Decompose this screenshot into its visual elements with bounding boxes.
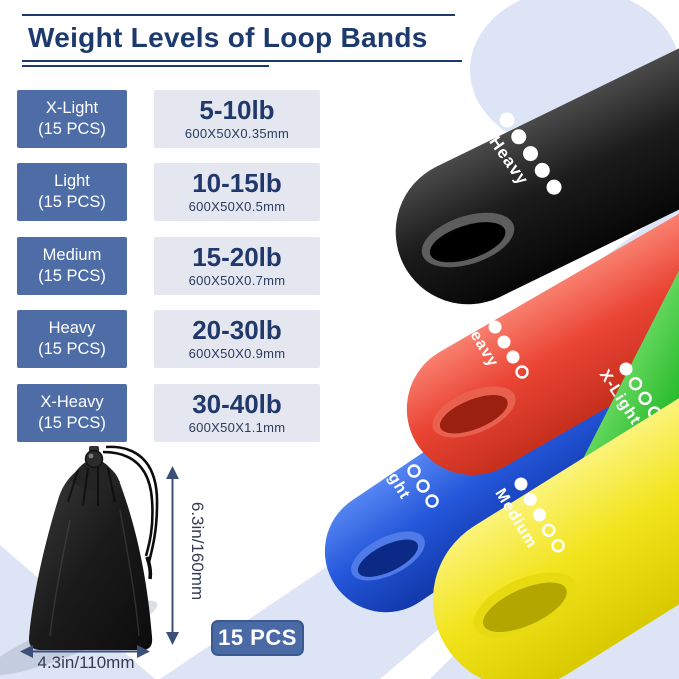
band-fold-medium (473, 572, 577, 638)
band-fold-x-heavy (421, 212, 515, 268)
bag-body (28, 463, 153, 650)
level-dot-hollow (416, 479, 430, 493)
level-dot-filled (514, 477, 528, 491)
level-dot-filled (511, 129, 527, 145)
bag-cinched-top (70, 459, 120, 491)
level-dot-filled (398, 449, 412, 463)
level-dot-filled (506, 350, 520, 364)
bag-toggle-highlight (88, 453, 94, 459)
level-dot-hollow (551, 539, 565, 553)
level-dot-hollow (425, 494, 439, 508)
level-dot-hollow (407, 464, 421, 478)
level-dot-filled (523, 492, 537, 506)
level-dot-hollow (628, 376, 643, 391)
dimension-arrows (20, 466, 179, 658)
bag-cords (102, 445, 159, 580)
level-dot-filled (619, 362, 633, 376)
level-dot-filled (479, 305, 493, 319)
level-dot-filled (546, 179, 562, 195)
level-dot-filled (533, 508, 547, 522)
level-dot-hollow (542, 523, 556, 537)
level-dot-filled (534, 162, 550, 178)
bag-sheen (49, 509, 140, 637)
band-fold-heavy (432, 386, 516, 438)
level-dot-filled (389, 434, 403, 448)
band-fold-light (351, 531, 425, 581)
level-dot-filled (499, 112, 515, 128)
bag-toggle-bead (84, 449, 104, 469)
level-dot-filled (497, 335, 511, 349)
level-dot-filled (523, 146, 539, 162)
bag-pleats (67, 466, 116, 507)
level-dot-hollow (638, 391, 652, 406)
drawstring-bag (0, 445, 159, 676)
level-dot-filled (488, 320, 502, 334)
level-dot-hollow (515, 365, 529, 379)
